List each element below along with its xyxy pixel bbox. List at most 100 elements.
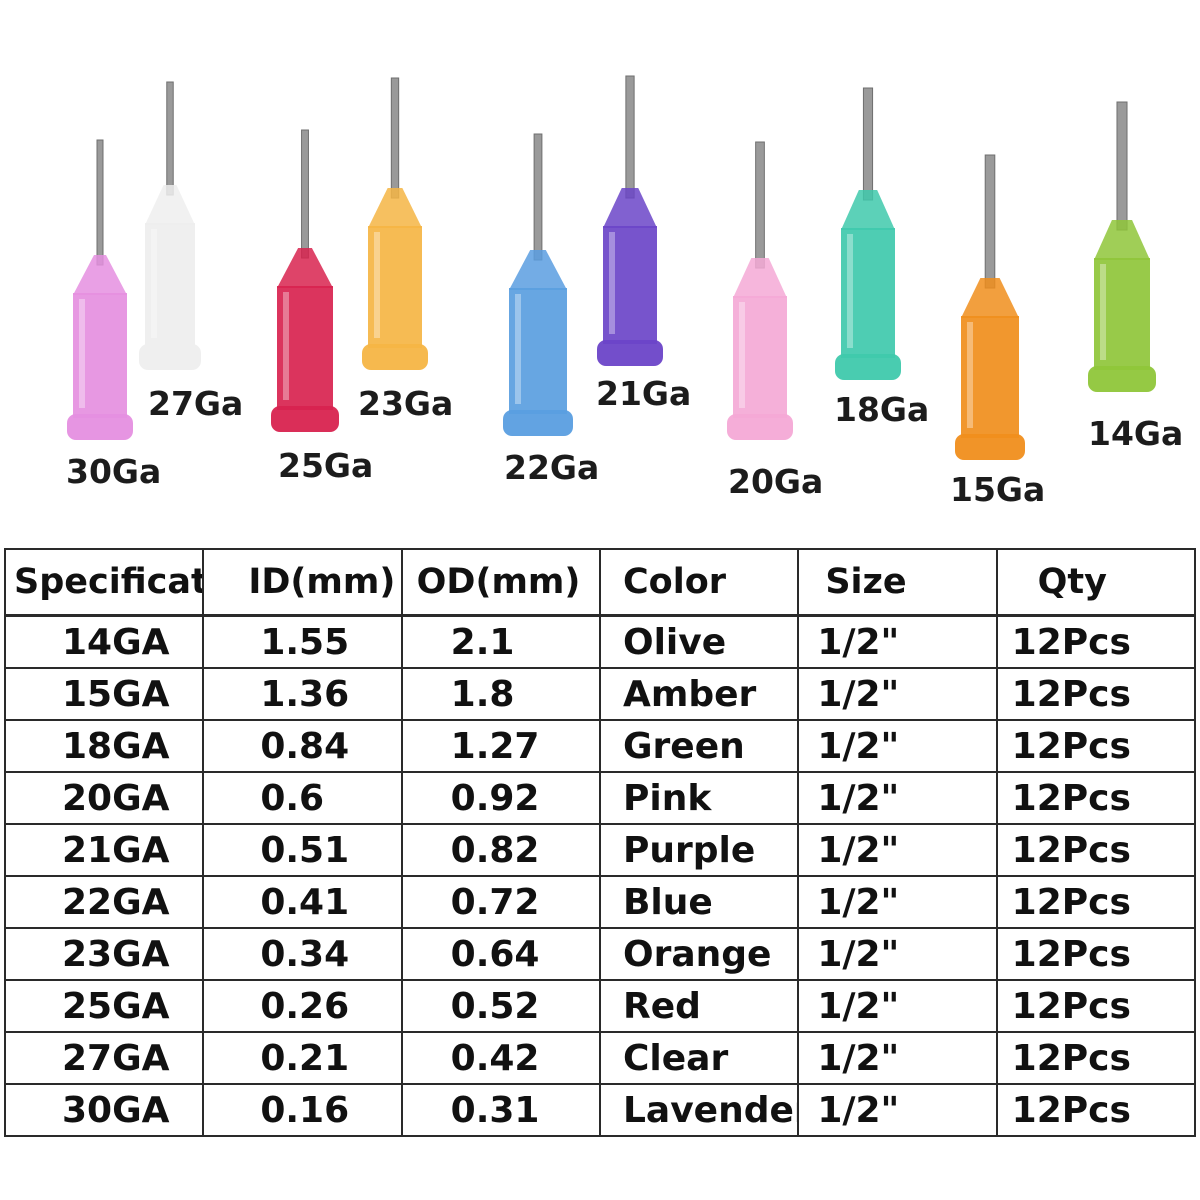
needle-27ga-hub-base: [139, 344, 201, 370]
needle-15ga-highlight: [967, 322, 973, 428]
table-cell: 0.64: [400, 927, 601, 981]
table-cell: 0.52: [400, 979, 601, 1033]
gauge-label-25ga: 25Ga: [278, 446, 374, 485]
table-cell: Green: [598, 719, 800, 773]
table-cell: 0.92: [400, 771, 601, 825]
needle-22ga-cannula: [533, 133, 543, 261]
table-cell: 0.31: [400, 1083, 601, 1137]
needle-30ga-cannula: [96, 139, 104, 266]
table-row: 25GA 0.26 0.52 Red 1/2" 12Pcs: [3, 979, 1197, 1033]
column-header-size: Size: [797, 548, 998, 617]
table-cell: 23GA: [3, 927, 205, 981]
column-header-odmm: OD(mm): [400, 548, 601, 617]
needle-23ga-hub-neck: [368, 188, 422, 228]
gauge-label-20ga: 20Ga: [728, 462, 824, 501]
table-cell: 12Pcs: [995, 771, 1197, 825]
table-cell: 12Pcs: [995, 667, 1197, 721]
needle-30ga-hub-neck: [73, 255, 127, 295]
table-cell: 30GA: [3, 1083, 205, 1137]
table-cell: Olive: [598, 614, 800, 669]
needle-23ga-cannula: [390, 77, 400, 199]
needle-21ga-highlight: [609, 232, 615, 334]
needle-23ga-hub-base: [362, 344, 428, 370]
needle-18ga-hub-body: [841, 228, 895, 358]
needle-25ga-hub-base: [271, 406, 339, 432]
column-header-color: Color: [598, 548, 800, 617]
table-cell: 1.8: [400, 667, 601, 721]
needle-20ga-hub-body: [733, 296, 787, 418]
needle-photo: [67, 75, 1156, 460]
table-cell: 1/2": [797, 823, 998, 877]
needle-15ga-hub-neck: [961, 278, 1019, 318]
table-cell: 1/2": [797, 979, 998, 1033]
table-cell: 14GA: [3, 614, 205, 669]
table-cell: 27GA: [3, 1031, 205, 1085]
table-cell: Pink: [598, 771, 800, 825]
needle-14ga-highlight: [1100, 264, 1106, 360]
needle-30ga-hub-body: [73, 293, 127, 418]
gauge-label-15ga: 15Ga: [950, 470, 1046, 509]
table-cell: 0.34: [202, 927, 403, 981]
needle-22ga-highlight: [515, 294, 521, 404]
table-cell: 1/2": [797, 667, 998, 721]
needle-22ga-hub-neck: [509, 250, 567, 290]
gauge-label-22ga: 22Ga: [504, 448, 600, 487]
gauge-label-27ga: 27Ga: [148, 384, 244, 423]
table-cell: Clear: [598, 1031, 800, 1085]
table-cell: Orange: [598, 927, 800, 981]
table-body: 14GA 1.55 2.1 Olive 1/2" 12Pcs 15GA 1.36 1.8 Ambe…: [3, 614, 1197, 1137]
table-cell: 1/2": [797, 875, 998, 929]
table-cell: 18GA: [3, 719, 205, 773]
table-cell: 12Pcs: [995, 1083, 1197, 1137]
column-header-specification: Specification: [3, 548, 205, 617]
table-cell: 12Pcs: [995, 979, 1197, 1033]
table-cell: 1/2": [797, 719, 998, 773]
table-row: 21GA 0.51 0.82 Purple 1/2" 12Pcs: [3, 823, 1197, 877]
table-cell: 12Pcs: [995, 927, 1197, 981]
needle-22ga-hub-body: [509, 288, 567, 414]
needle-25ga-hub-neck: [277, 248, 333, 288]
table-cell: 15GA: [3, 667, 205, 721]
table-cell: Red: [598, 979, 800, 1033]
needle-20ga-highlight: [739, 302, 745, 408]
table-cell: 2.1: [400, 614, 601, 669]
gauge-label-18ga: 18Ga: [834, 390, 930, 429]
needle-30ga-highlight: [79, 299, 85, 408]
needle-27ga-hub-body: [145, 223, 195, 348]
table-cell: 12Pcs: [995, 719, 1197, 773]
table-cell: 0.41: [202, 875, 403, 929]
needle-18ga-highlight: [847, 234, 853, 348]
table-cell: 0.6: [202, 771, 403, 825]
needle-18ga-hub-neck: [841, 190, 895, 230]
table-cell: 12Pcs: [995, 875, 1197, 929]
table-cell: 12Pcs: [995, 1031, 1197, 1085]
needle-20ga-hub-neck: [733, 258, 787, 298]
needle-27ga-hub-neck: [145, 185, 195, 225]
table-cell: 0.26: [202, 979, 403, 1033]
needle-14ga-hub-neck: [1094, 220, 1150, 260]
table-cell: 21GA: [3, 823, 205, 877]
gauge-label-23ga: 23Ga: [358, 384, 454, 423]
table-cell: 0.51: [202, 823, 403, 877]
gauge-label-14ga: 14Ga: [1088, 414, 1184, 453]
table-row: 14GA 1.55 2.1 Olive 1/2" 12Pcs: [3, 614, 1197, 669]
needle-22ga-hub-base: [503, 410, 573, 436]
needle-21ga-hub-base: [597, 340, 663, 366]
table-cell: 0.21: [202, 1031, 403, 1085]
table-cell: 0.84: [202, 719, 403, 773]
column-header-idmm: ID(mm): [202, 548, 403, 617]
table-row: 22GA 0.41 0.72 Blue 1/2" 12Pcs: [3, 875, 1197, 929]
needle-21ga-hub-body: [603, 226, 657, 344]
table-cell: 1/2": [797, 614, 998, 669]
table-cell: 1/2": [797, 927, 998, 981]
needle-21ga-cannula: [625, 75, 635, 199]
table-cell: 0.72: [400, 875, 601, 929]
needle-15ga-cannula: [984, 154, 996, 289]
table-cell: 0.42: [400, 1031, 601, 1085]
needle-25ga-hub-body: [277, 286, 333, 410]
needle-23ga-hub-body: [368, 226, 422, 348]
needle-18ga-hub-base: [835, 354, 901, 380]
